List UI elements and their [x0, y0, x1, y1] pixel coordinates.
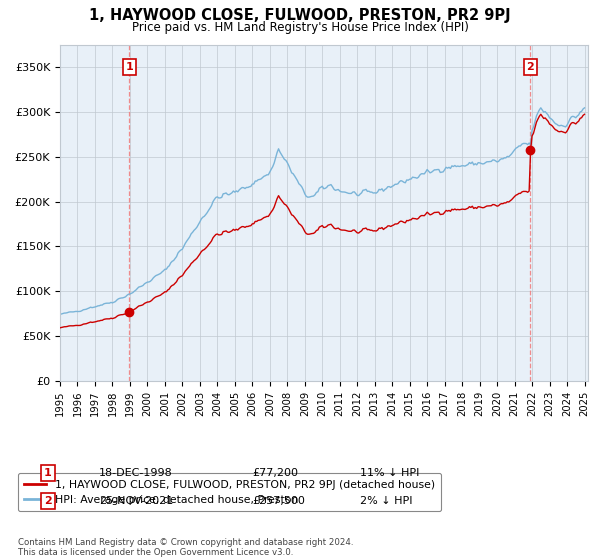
Text: 18-DEC-1998: 18-DEC-1998: [99, 468, 173, 478]
Text: 25-NOV-2021: 25-NOV-2021: [99, 496, 173, 506]
Text: Contains HM Land Registry data © Crown copyright and database right 2024.
This d: Contains HM Land Registry data © Crown c…: [18, 538, 353, 557]
Legend: 1, HAYWOOD CLOSE, FULWOOD, PRESTON, PR2 9PJ (detached house), HPI: Average price: 1, HAYWOOD CLOSE, FULWOOD, PRESTON, PR2 …: [18, 473, 442, 511]
Text: 2% ↓ HPI: 2% ↓ HPI: [360, 496, 413, 506]
Text: 2: 2: [44, 496, 52, 506]
Text: 11% ↓ HPI: 11% ↓ HPI: [360, 468, 419, 478]
Text: Price paid vs. HM Land Registry's House Price Index (HPI): Price paid vs. HM Land Registry's House …: [131, 21, 469, 34]
Text: 2: 2: [526, 62, 534, 72]
Text: 1, HAYWOOD CLOSE, FULWOOD, PRESTON, PR2 9PJ: 1, HAYWOOD CLOSE, FULWOOD, PRESTON, PR2 …: [89, 8, 511, 24]
Text: £257,500: £257,500: [252, 496, 305, 506]
Text: £77,200: £77,200: [252, 468, 298, 478]
Text: 1: 1: [44, 468, 52, 478]
Text: 1: 1: [125, 62, 133, 72]
